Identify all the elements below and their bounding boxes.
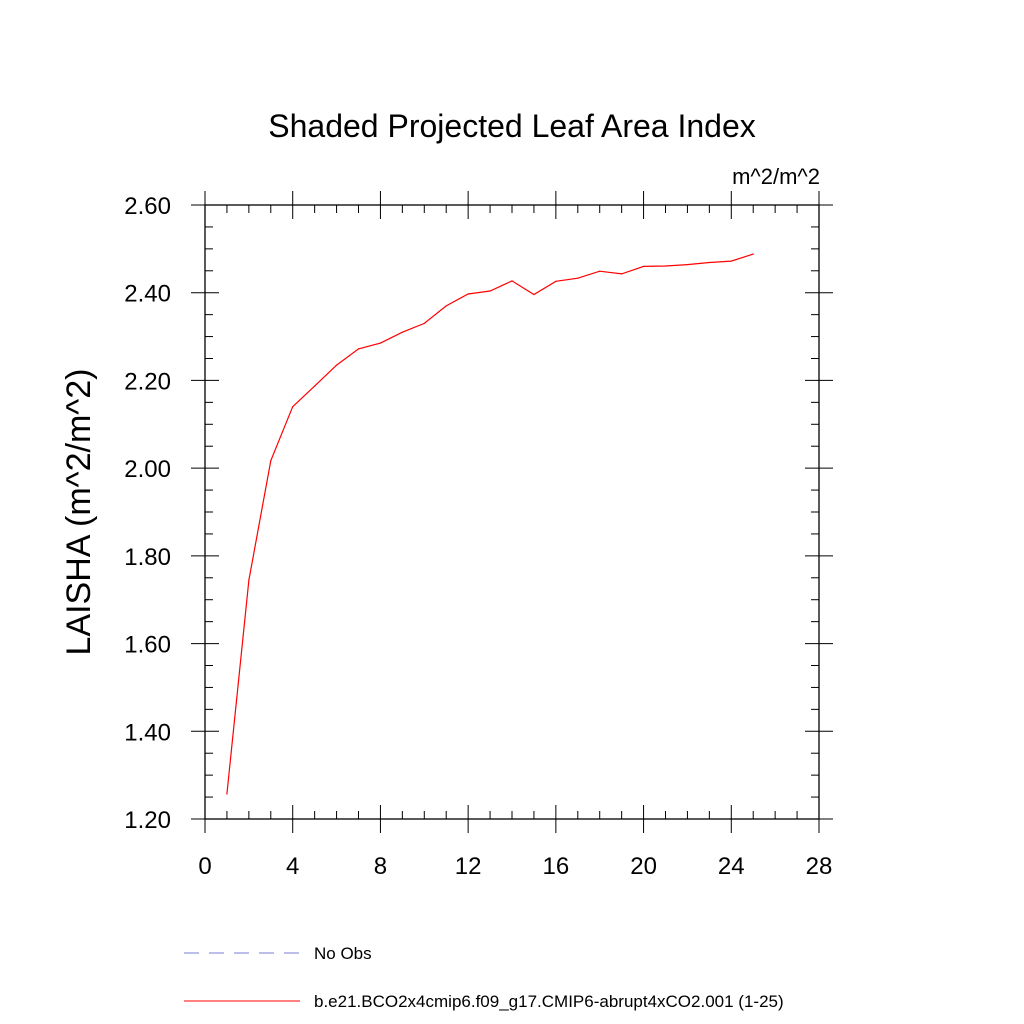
chart-title: Shaded Projected Leaf Area Index xyxy=(268,108,755,144)
y-tick-label: 1.40 xyxy=(124,719,171,746)
x-tick-label: 24 xyxy=(718,853,745,880)
data-point xyxy=(489,290,491,292)
x-tick-label: 28 xyxy=(806,853,833,880)
y-axis-label: LAISHA (m^2/m^2) xyxy=(60,369,98,656)
series-line xyxy=(226,253,754,795)
data-point xyxy=(686,264,689,266)
data-point xyxy=(292,406,294,408)
x-tick-label: 0 xyxy=(198,853,211,880)
y-tick-label: 1.60 xyxy=(124,632,171,659)
data-point xyxy=(248,579,250,581)
legend: No Obs b.e21.BCO2x4cmip6.f09_g17.CMIP6-ab… xyxy=(184,944,784,1011)
data-point xyxy=(314,385,316,387)
data-point xyxy=(599,270,601,272)
data-point xyxy=(708,261,710,264)
data-point xyxy=(533,293,535,296)
data-point xyxy=(423,322,425,325)
units-label: m^2/m^2 xyxy=(732,164,820,189)
data-point xyxy=(467,293,469,295)
legend-entry-label: No Obs xyxy=(314,944,372,963)
y-tick-label: 2.60 xyxy=(124,193,171,220)
x-tick-label: 12 xyxy=(455,853,482,880)
data-point xyxy=(555,280,557,282)
data-point xyxy=(445,305,447,307)
x-tick-label: 16 xyxy=(543,853,570,880)
y-tick-label: 2.20 xyxy=(124,368,171,395)
data-point xyxy=(226,793,228,795)
data-point xyxy=(270,460,272,462)
series-layer xyxy=(226,253,754,795)
data-point xyxy=(577,277,579,279)
data-point xyxy=(511,280,513,282)
data-point xyxy=(621,273,623,275)
data-point xyxy=(357,348,360,350)
y-tick-label: 2.00 xyxy=(124,456,171,483)
x-tick-label: 20 xyxy=(630,853,657,880)
data-point xyxy=(379,342,382,344)
data-point xyxy=(642,265,645,267)
ticks-layer: 0 4 8 12 16 20 24 28 1.20 1.40 1.60 1.80 2.00 2.20 2.4… xyxy=(124,191,833,880)
y-tick-label: 2.40 xyxy=(124,281,171,308)
data-point xyxy=(401,331,403,333)
data-point xyxy=(335,364,338,366)
y-tick-label: 1.20 xyxy=(124,807,171,834)
y-tick-label: 1.80 xyxy=(124,544,171,571)
x-tick-label: 8 xyxy=(374,853,387,880)
data-point xyxy=(752,253,754,255)
data-point xyxy=(730,260,732,262)
x-tick-label: 4 xyxy=(286,853,299,880)
legend-entry-label: b.e21.BCO2x4cmip6.f09_g17.CMIP6-abrupt4x… xyxy=(314,992,784,1011)
plot-frame xyxy=(204,204,820,820)
data-point xyxy=(664,265,667,267)
